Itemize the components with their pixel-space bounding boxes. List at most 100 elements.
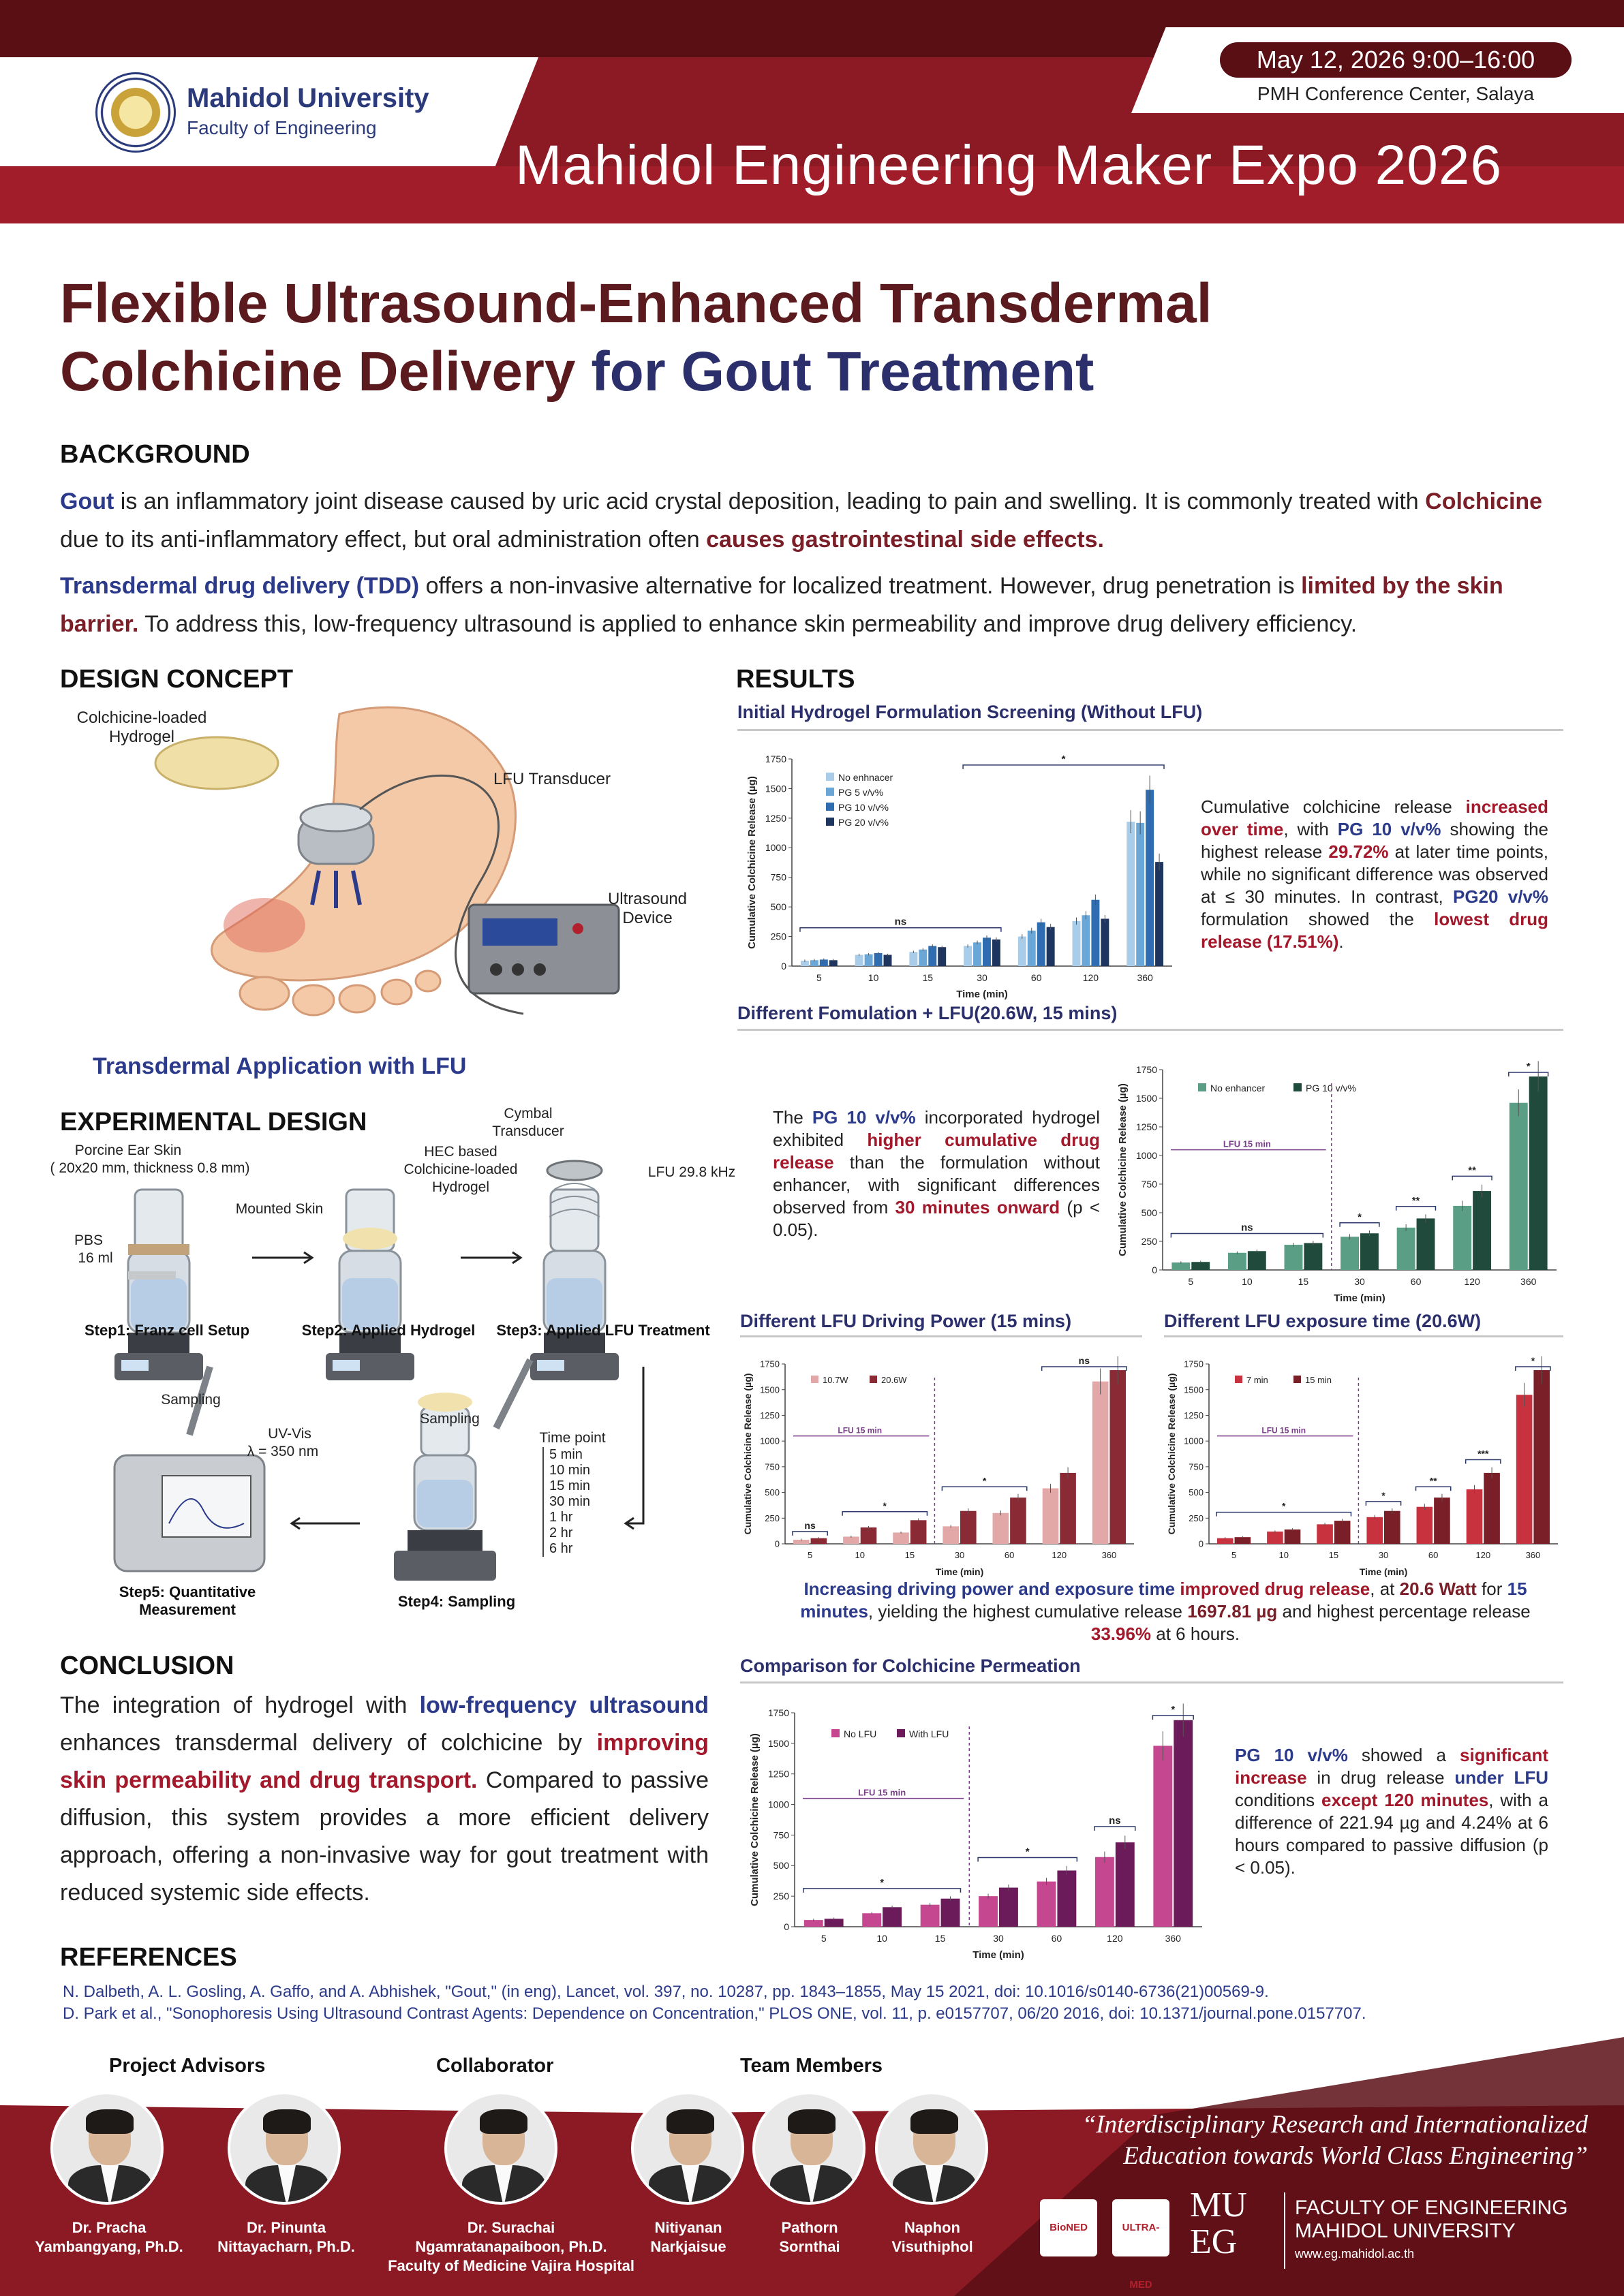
device-indicator — [572, 923, 583, 934]
toe — [414, 969, 442, 993]
legend-label: 7 min — [1246, 1375, 1268, 1385]
text-emph: higher cumulative drug release — [773, 1130, 1100, 1173]
uv-vis-spectrophotometer — [113, 1365, 266, 1572]
divider — [740, 1681, 1563, 1684]
legend-swatch — [826, 788, 834, 796]
text-span: , at — [1370, 1579, 1400, 1599]
faculty-footer-2: MAHIDOL UNIVERSITY — [1295, 2220, 1516, 2242]
text-gout: Gout — [60, 488, 114, 514]
x-tick-label: 10 — [1278, 1550, 1288, 1560]
x-tick-label: 5 — [816, 972, 822, 983]
arrow-step2-3 — [461, 1251, 523, 1265]
y-tick-label: 250 — [765, 1513, 780, 1523]
avatar — [444, 2092, 557, 2205]
significance-bracket — [1170, 1232, 1324, 1238]
bar — [1284, 1529, 1301, 1544]
ultrasound-arrows — [310, 870, 362, 908]
y-tick-label: 0 — [781, 961, 786, 972]
x-tick-label: 15 — [905, 1550, 915, 1560]
mounted-skin-label: Mounted Skin — [235, 1201, 324, 1217]
text-side-effects: causes gastrointestinal side effects. — [706, 527, 1104, 553]
bar — [1191, 1262, 1210, 1270]
bar — [1334, 1521, 1351, 1544]
bar — [1533, 1370, 1550, 1544]
significance-label: ** — [1468, 1164, 1476, 1176]
significance-bracket — [1365, 1501, 1402, 1506]
x-tick-label: 5 — [808, 1550, 812, 1560]
bar — [1046, 927, 1055, 966]
y-tick-label: 1000 — [1136, 1150, 1157, 1161]
bar — [1366, 1517, 1383, 1544]
text-emph: except 120 minutes — [1321, 1790, 1489, 1810]
sponsor-logo-bioned: BioNED — [1040, 2199, 1097, 2256]
chart-exposure-time: 0 250 500 750 1000 1250 1500 1750 Cumulative Col… — [1166, 1355, 1558, 1577]
bar — [843, 1536, 859, 1544]
legend-swatch — [1293, 1083, 1302, 1091]
divider — [740, 1335, 1142, 1337]
results-text-1: Cumulative colchicine release increased … — [1201, 796, 1548, 953]
text-span: and highest percentage release — [1277, 1601, 1531, 1622]
title-line-2b: for Gout Treatment — [591, 341, 1094, 403]
device-knob — [490, 963, 502, 976]
y-tick-label: 500 — [1189, 1487, 1204, 1498]
text-emph: Increasing driving power and exposure ti… — [803, 1579, 1180, 1599]
uv-vis-label: UV-Vis — [268, 1426, 311, 1442]
bar — [1010, 1498, 1026, 1544]
text-span: than the formulation without enhancer, w… — [773, 1152, 1100, 1217]
results-sub-2: Different Fomulation + LFU(20.6W, 15 min… — [737, 1003, 1118, 1023]
y-tick-label: 0 — [775, 1539, 780, 1549]
legend-swatch — [826, 803, 834, 811]
bar — [1267, 1531, 1283, 1544]
transducer-cable — [359, 775, 524, 1015]
x-tick-label: 30 — [1379, 1550, 1388, 1560]
lfu-region-label: LFU 15 min — [1223, 1139, 1271, 1149]
legend-swatch — [811, 1376, 818, 1383]
y-tick-label: 1750 — [1184, 1359, 1204, 1369]
lfu-region-label: LFU 15 min — [858, 1788, 906, 1798]
y-tick-label: 1250 — [1184, 1410, 1204, 1421]
significance-bracket — [1339, 1222, 1380, 1227]
significance-label: * — [1171, 1704, 1175, 1716]
text-emph: PG 10 v/v% — [1235, 1745, 1348, 1765]
faculty-website: www.eg.mahidol.ac.th — [1295, 2247, 1415, 2261]
bar — [973, 942, 981, 966]
bar — [1101, 918, 1109, 966]
text-span: To address this, low-frequency ultrasoun… — [138, 611, 1358, 637]
person-name: Dr. Pracha Yambangyang, Ph.D. — [14, 2218, 204, 2256]
y-tick-label: 250 — [1189, 1513, 1204, 1523]
significance-bracket — [941, 1486, 1028, 1491]
bar — [1060, 1472, 1076, 1544]
y-tick-label: 1250 — [765, 813, 786, 824]
franz-cell-3 — [530, 1160, 619, 1380]
legend-swatch — [870, 1376, 877, 1383]
x-tick-label: 5 — [1231, 1550, 1236, 1560]
bar — [1136, 822, 1145, 966]
background-heading: BACKGROUND — [60, 440, 250, 469]
device-label: Ultrasound Device — [607, 890, 688, 927]
bar — [800, 961, 809, 966]
event-venue: PMH Conference Center, Salaya — [1257, 83, 1535, 104]
name-line: Nittayacharn, Ph.D. — [217, 2238, 355, 2255]
text-span: The integration of hydrogel with — [60, 1692, 420, 1718]
device-knob — [512, 963, 524, 976]
x-tick-label: 60 — [1052, 1933, 1062, 1944]
significance-bracket — [792, 1531, 828, 1536]
name-line: Sornthai — [779, 2238, 840, 2255]
bar — [1227, 1252, 1246, 1270]
step2-label: Step2: Applied Hydrogel — [301, 1322, 476, 1339]
event-date: May 12, 2026 9:00–16:00 — [1220, 42, 1572, 78]
bar — [992, 1512, 1009, 1544]
design-concept-heading: DESIGN CONCEPT — [60, 665, 294, 694]
bar — [1360, 1233, 1379, 1270]
significance-bracket — [1508, 1072, 1549, 1076]
x-tick-label: 120 — [1475, 1550, 1490, 1560]
bar — [928, 946, 937, 966]
sponsor-logo-ultramed: ULTRA-MED — [1112, 2199, 1169, 2291]
bar — [893, 1532, 909, 1544]
text-permeability: improving skin permeability and drug tra… — [60, 1730, 709, 1793]
bar — [810, 960, 818, 966]
x-tick-label: 120 — [1107, 1933, 1123, 1944]
y-tick-label: 1750 — [760, 1359, 780, 1369]
bar — [1042, 1488, 1059, 1544]
bar — [920, 1904, 940, 1927]
